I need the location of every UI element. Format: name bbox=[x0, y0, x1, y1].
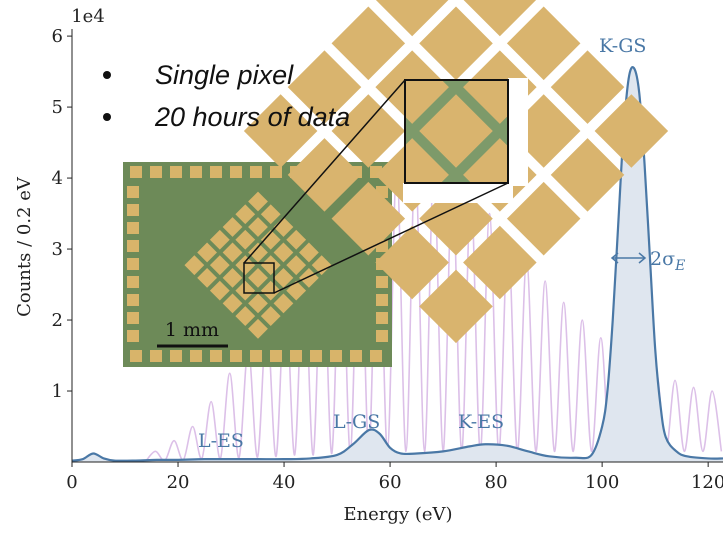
pad bbox=[190, 350, 202, 362]
annotation: L-GS bbox=[333, 411, 380, 433]
offset-label: 1e4 bbox=[71, 6, 105, 27]
chip-inset bbox=[123, 162, 392, 367]
annotation: L-ES bbox=[198, 430, 244, 452]
pad bbox=[376, 330, 388, 342]
y-tick-label: 5 bbox=[52, 97, 63, 118]
pad bbox=[210, 166, 222, 178]
line bbox=[71, 66, 723, 462]
pad bbox=[127, 276, 139, 288]
pad bbox=[127, 330, 139, 342]
annotation: K-GS bbox=[599, 35, 646, 57]
pixel bbox=[235, 255, 256, 276]
zoom-frame bbox=[404, 79, 509, 184]
pad bbox=[250, 166, 262, 178]
pad bbox=[210, 350, 222, 362]
bullet-text: 20 hours of data bbox=[154, 102, 350, 132]
y-axis-label: Counts / 0.2 eV bbox=[14, 176, 35, 317]
pixel bbox=[273, 217, 294, 237]
plot-area: 0 20 40 60 80 100 120 1 2 3 4 5 6 bbox=[52, 26, 723, 493]
x-tick-label: 0 bbox=[66, 472, 77, 493]
width-label: 2σE bbox=[650, 248, 685, 274]
width-label-sub: E bbox=[674, 258, 685, 274]
pixel bbox=[260, 255, 281, 276]
zoom-pixel bbox=[594, 94, 669, 168]
pad bbox=[127, 294, 139, 306]
width-marker bbox=[610, 252, 647, 264]
pad bbox=[127, 186, 139, 198]
pixel bbox=[273, 242, 294, 263]
pad bbox=[376, 312, 388, 324]
pad bbox=[190, 166, 202, 178]
x-tick-label: 80 bbox=[485, 472, 508, 493]
pad bbox=[127, 204, 139, 216]
pad bbox=[350, 350, 362, 362]
pad bbox=[127, 258, 139, 270]
x-tick-label: 100 bbox=[585, 472, 619, 493]
y-tick-label: 4 bbox=[52, 168, 63, 189]
pad bbox=[170, 166, 182, 178]
zoom-pixel bbox=[331, 181, 406, 256]
pad bbox=[130, 166, 142, 178]
pixel bbox=[184, 255, 205, 276]
pad bbox=[150, 350, 162, 362]
zoom-pixel bbox=[419, 94, 493, 168]
zoom-pixel bbox=[419, 6, 493, 81]
pad bbox=[230, 350, 242, 362]
bullet-dot bbox=[103, 71, 111, 79]
x-tick-label: 20 bbox=[167, 472, 190, 493]
zoom-pixel bbox=[331, 94, 406, 168]
pad bbox=[130, 350, 142, 362]
pixel bbox=[248, 318, 268, 339]
zoom-line bbox=[273, 182, 509, 294]
y-tick-label: 3 bbox=[52, 239, 63, 260]
pad bbox=[127, 222, 139, 234]
bullet-dot bbox=[103, 113, 111, 121]
x-tick-label: 60 bbox=[379, 472, 402, 493]
zoom-clip bbox=[403, 183, 513, 203]
zoom-pixel bbox=[331, 6, 406, 81]
pad bbox=[270, 166, 282, 178]
pad bbox=[127, 312, 139, 324]
pad bbox=[376, 276, 388, 288]
line bbox=[145, 163, 723, 462]
zoom-line bbox=[243, 79, 406, 264]
pad bbox=[127, 240, 139, 252]
pad bbox=[150, 166, 162, 178]
pixel bbox=[209, 255, 230, 276]
width-label-main: 2σ bbox=[650, 248, 675, 270]
pad bbox=[290, 350, 302, 362]
pad bbox=[250, 350, 262, 362]
x-tick-label: 40 bbox=[273, 472, 296, 493]
pad bbox=[270, 350, 282, 362]
bullet-text: Single pixel bbox=[155, 60, 294, 90]
zoom-pixel bbox=[419, 269, 493, 344]
annotation: K-ES bbox=[458, 411, 504, 433]
scale-bar-label: 1 mm bbox=[165, 319, 219, 341]
y-tick-label: 2 bbox=[52, 310, 63, 331]
pad bbox=[230, 166, 242, 178]
y-tick-label: 6 bbox=[52, 26, 63, 47]
pad bbox=[170, 350, 182, 362]
x-axis-label: Energy (eV) bbox=[343, 504, 452, 525]
zoom-box bbox=[243, 262, 275, 294]
y-tick-label: 1 bbox=[52, 381, 63, 402]
zoom-clip bbox=[508, 78, 528, 186]
pad bbox=[370, 350, 382, 362]
pad bbox=[310, 350, 322, 362]
pad bbox=[330, 350, 342, 362]
zoom-pixel bbox=[550, 50, 625, 124]
x-tick-label: 120 bbox=[691, 472, 723, 493]
pad bbox=[376, 294, 388, 306]
area bbox=[72, 67, 723, 462]
